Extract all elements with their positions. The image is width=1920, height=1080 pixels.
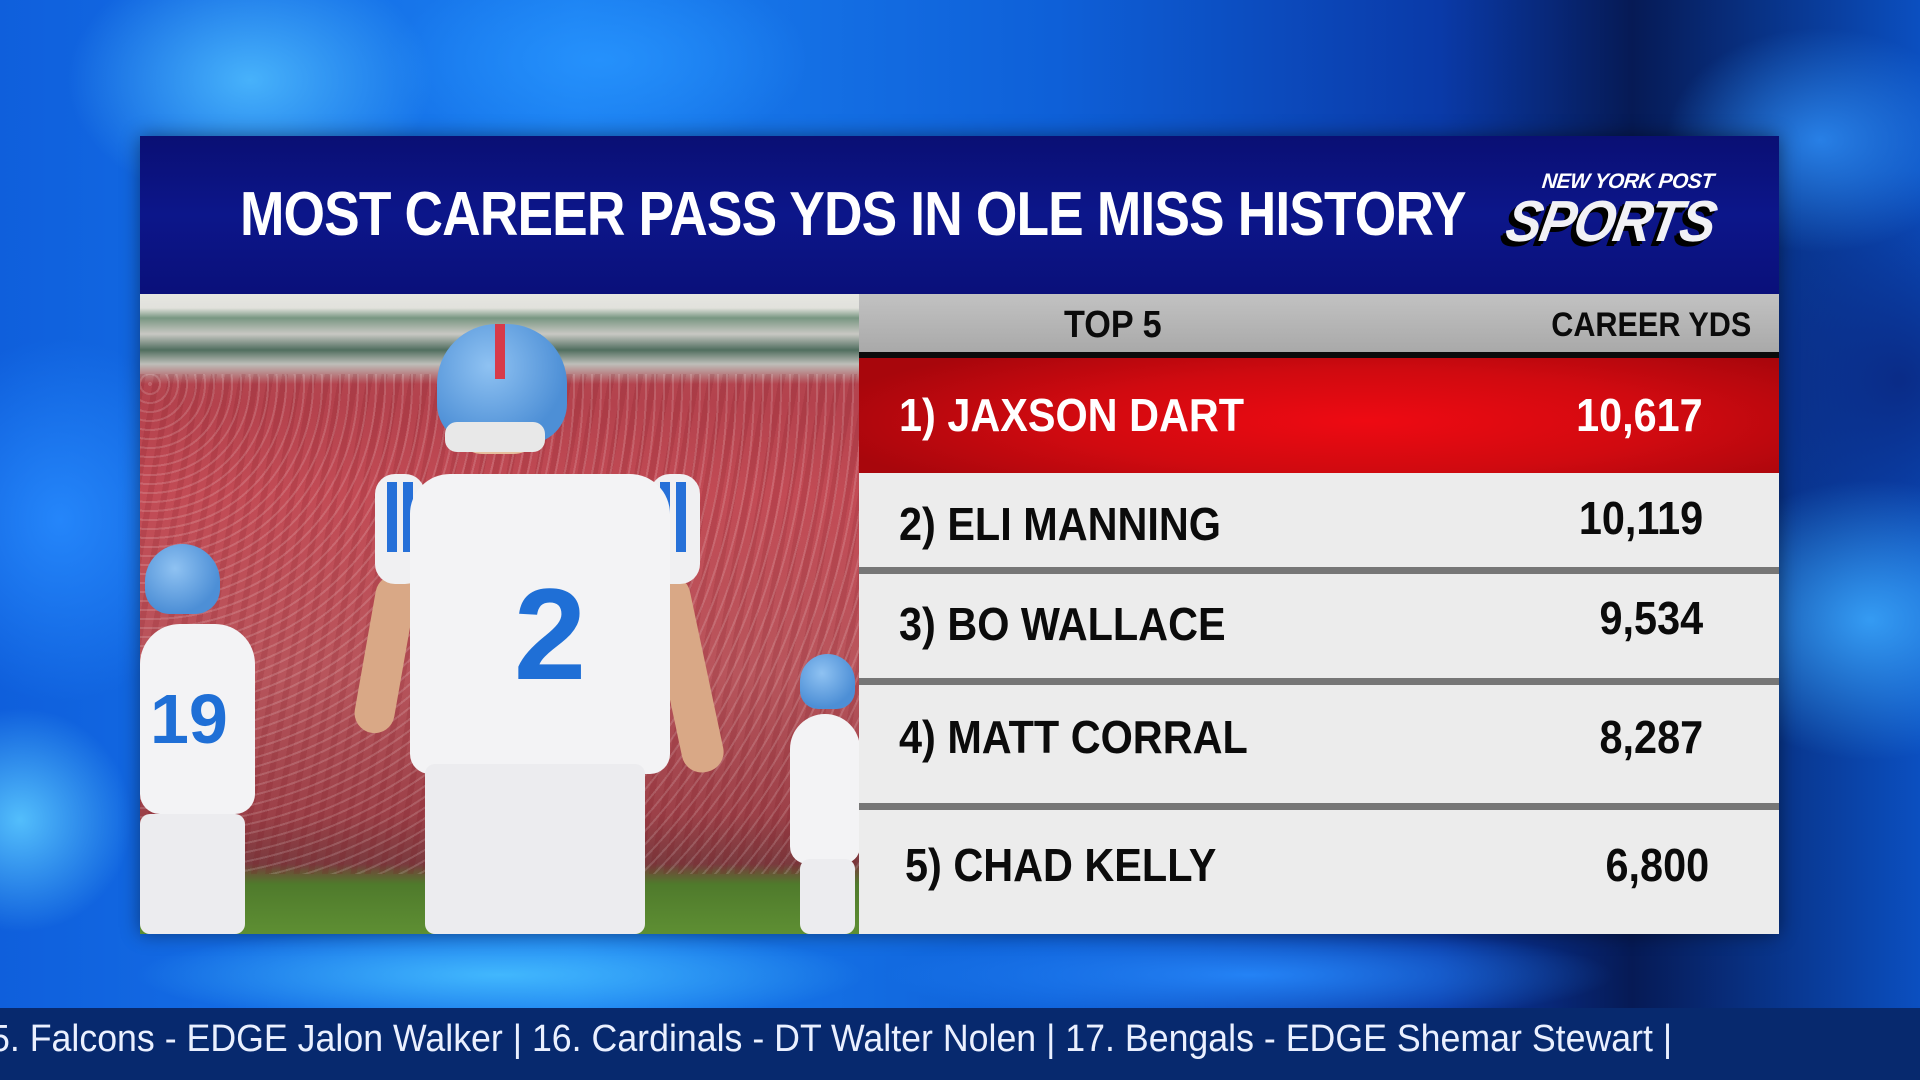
player-name: 2) ELI MANNING — [899, 498, 1222, 550]
player-name: 1) JAXSON DART — [899, 389, 1245, 441]
header-career-yds: CAREER YDS — [1550, 306, 1751, 344]
ny-post-sports-logo: NEW YORK POST SPORTS — [1501, 170, 1758, 270]
player-name: 3) BO WALLACE — [899, 598, 1226, 650]
sleeve-stripe — [387, 482, 397, 552]
helmet-icon — [800, 654, 855, 709]
table-row: 3) BO WALLACE 9,534 — [859, 574, 1779, 678]
table-row: 1) JAXSON DART 10,617 — [859, 358, 1779, 473]
player-name: 4) MATT CORRAL — [899, 711, 1248, 763]
logo-main-word: SPORTS — [1500, 189, 1720, 254]
title-band: MOST CAREER PASS YDS IN OLE MISS HISTORY… — [140, 136, 1779, 294]
sleeve-stripe — [403, 482, 413, 552]
career-yds: 6,800 — [1605, 839, 1709, 891]
quarterback-figure: 2 — [351, 324, 728, 934]
background-player-left: 19 — [140, 544, 260, 934]
jersey — [790, 714, 859, 864]
row-divider — [859, 678, 1779, 685]
header-rank: TOP 5 — [1064, 304, 1162, 346]
sleeve-stripe — [676, 482, 686, 552]
news-ticker: 5. Falcons - EDGE Jalon Walker | 16. Car… — [0, 1008, 1920, 1080]
career-yds: 8,287 — [1599, 711, 1703, 763]
career-yds: 10,617 — [1576, 389, 1703, 441]
helmet-stripe — [495, 324, 505, 379]
table-row: 2) ELI MANNING 10,119 — [859, 473, 1779, 567]
row-divider — [859, 567, 1779, 574]
player-photo: 19 2 — [140, 294, 859, 934]
career-yds: 9,534 — [1599, 592, 1703, 644]
facemask — [445, 422, 545, 452]
pants — [425, 764, 645, 934]
pants — [140, 814, 245, 934]
jersey-number: 2 — [513, 561, 587, 707]
stat-graphic-card: MOST CAREER PASS YDS IN OLE MISS HISTORY… — [140, 136, 1779, 934]
graphic-title: MOST CAREER PASS YDS IN OLE MISS HISTORY — [240, 180, 1467, 249]
table-row: 5) CHAD KELLY 6,800 — [859, 810, 1779, 934]
helmet-icon — [145, 544, 220, 614]
ticker-text: 5. Falcons - EDGE Jalon Walker | 16. Car… — [0, 1018, 1673, 1060]
jersey: 2 — [410, 474, 670, 774]
pants — [800, 859, 855, 934]
jersey-number: 19 — [150, 680, 228, 758]
background-player-right — [790, 654, 859, 934]
player-name: 5) CHAD KELLY — [905, 839, 1217, 891]
row-divider — [859, 803, 1779, 810]
table-row: 4) MATT CORRAL 8,287 — [859, 685, 1779, 803]
rankings-table: TOP 5 CAREER YDS 1) JAXSON DART 10,617 2… — [859, 294, 1779, 934]
career-yds: 10,119 — [1578, 492, 1703, 544]
jersey: 19 — [140, 624, 255, 814]
table-header: TOP 5 CAREER YDS — [859, 294, 1779, 358]
